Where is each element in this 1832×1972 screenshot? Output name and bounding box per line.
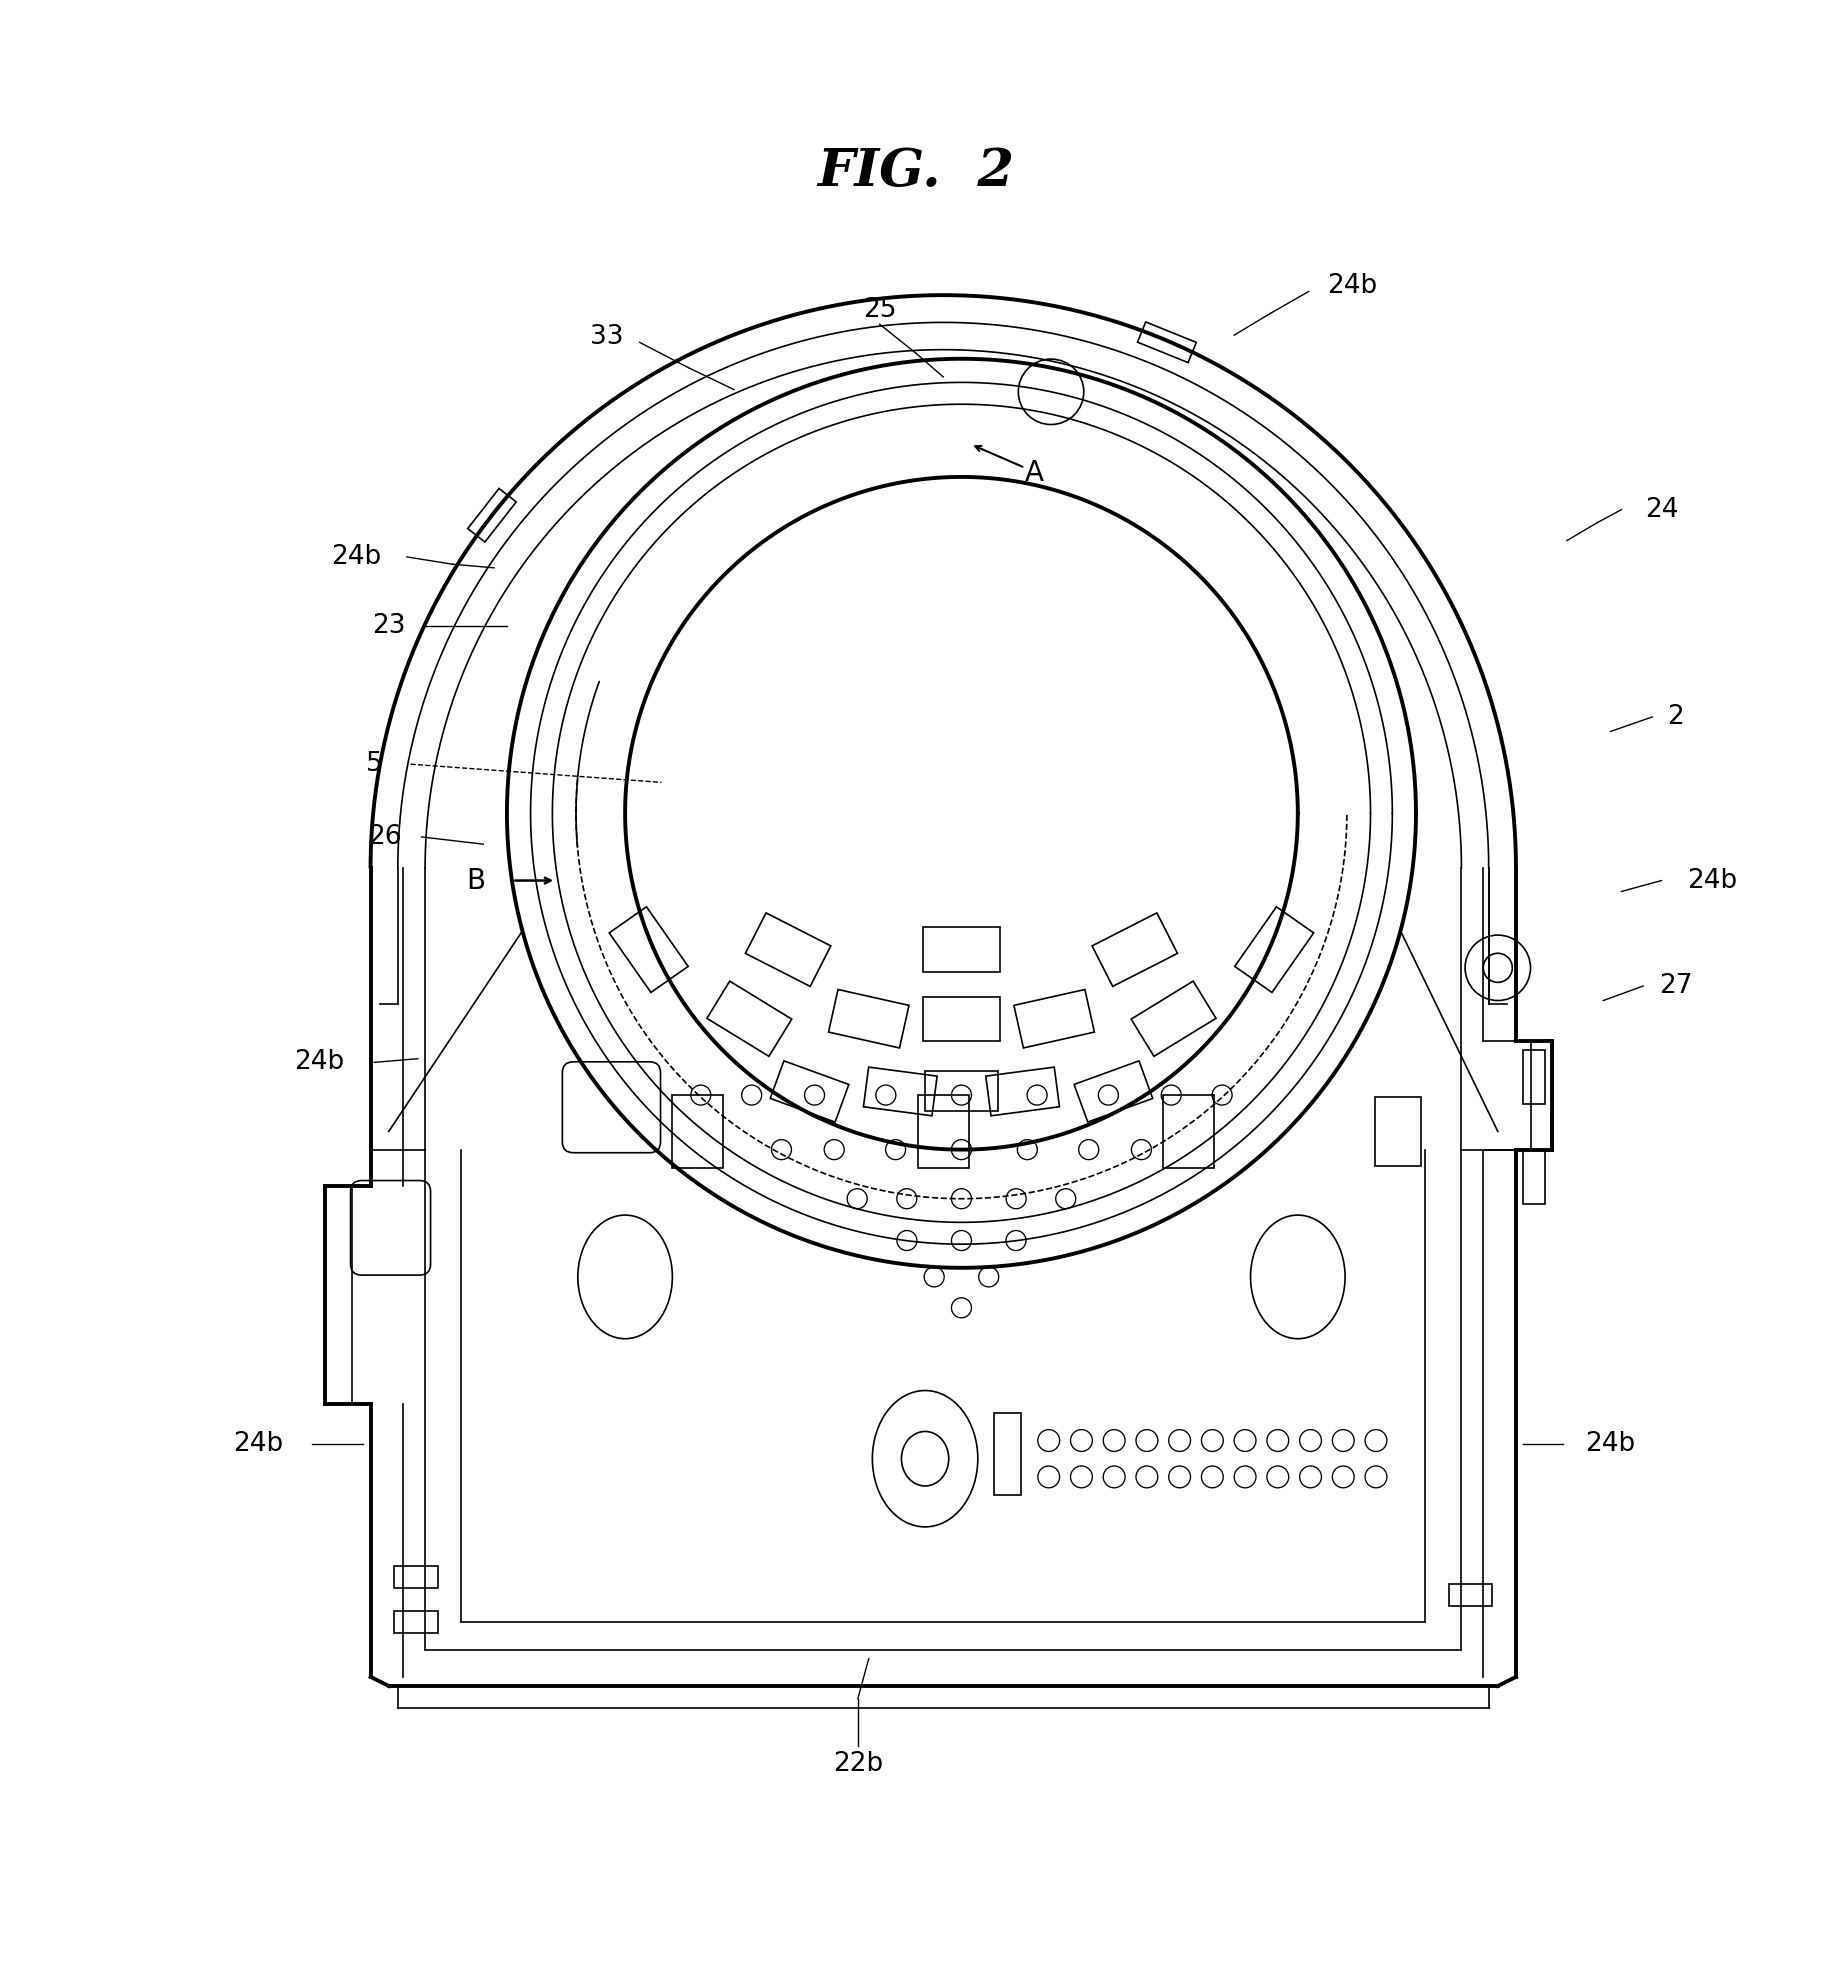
Text: 25: 25 [863,296,896,323]
Text: 24b: 24b [332,544,381,570]
Text: 33: 33 [590,323,623,349]
Text: 22b: 22b [834,1751,883,1777]
Text: 24b: 24b [1687,868,1737,893]
Text: 2: 2 [1667,704,1684,730]
Text: 24b: 24b [1585,1432,1636,1457]
Text: B: B [467,866,485,895]
Text: 24: 24 [1645,497,1678,523]
Text: FIG.  2: FIG. 2 [817,146,1015,197]
Text: 23: 23 [372,613,405,639]
Text: A: A [1024,459,1044,487]
Text: 24b: 24b [1326,272,1378,300]
Text: 24b: 24b [295,1049,344,1075]
Bar [995,1414,1022,1495]
Text: 5: 5 [366,751,383,777]
Text: 24b: 24b [233,1432,282,1457]
Text: 27: 27 [1660,972,1693,1000]
Text: 26: 26 [368,824,401,850]
